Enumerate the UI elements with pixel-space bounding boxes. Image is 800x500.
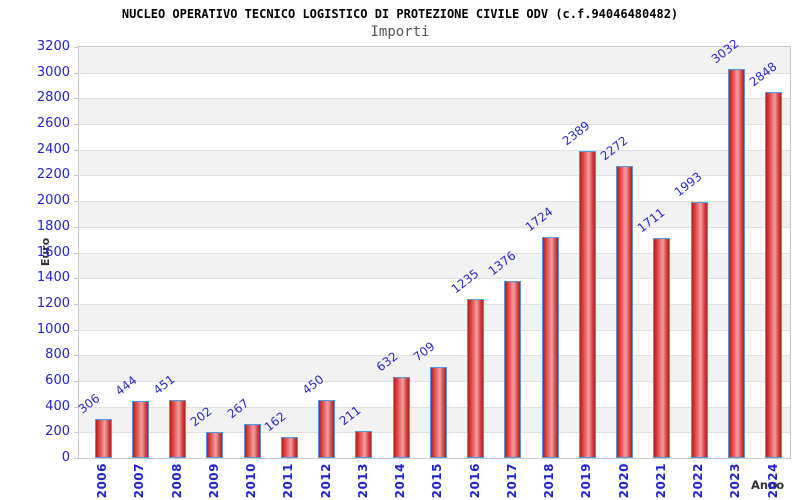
- plot-band: [79, 47, 790, 73]
- bar-2008: [169, 400, 186, 458]
- x-tick-label-2020: 2020: [616, 463, 631, 499]
- bar-2013: [355, 430, 373, 458]
- y-tick-mark: [74, 252, 78, 254]
- y-tick-mark: [74, 98, 78, 100]
- y-tick-mark: [74, 226, 78, 228]
- y-tick-label: 1800: [36, 218, 70, 234]
- gridline: [79, 252, 790, 254]
- y-tick-label: 0: [61, 450, 70, 465]
- bar-2020: [616, 166, 633, 458]
- plot-band: [79, 98, 790, 125]
- plot-band: [79, 201, 790, 227]
- chart-title: NUCLEO OPERATIVO TECNICO LOGISTICO DI PR…: [121, 7, 679, 21]
- gridline: [79, 149, 790, 151]
- bar-2024: [765, 92, 782, 458]
- bar-2019: [578, 151, 596, 458]
- y-tick-label: 2400: [36, 141, 70, 157]
- x-tick-label-2019: 2019: [579, 463, 594, 499]
- y-tick-mark: [74, 175, 78, 177]
- y-tick-mark: [74, 406, 78, 408]
- gridline: [79, 329, 790, 331]
- y-tick-label: 2200: [36, 167, 70, 183]
- bar-2014: [392, 376, 410, 458]
- x-tick-label-2017: 2017: [504, 463, 519, 499]
- x-tick-label-2009: 2009: [206, 463, 221, 499]
- y-tick-label: 1600: [36, 244, 70, 260]
- y-tick-label: 3200: [36, 39, 70, 54]
- x-tick-label-2006: 2006: [95, 463, 109, 499]
- y-tick-label: 1000: [36, 321, 70, 337]
- x-tick-label-2013: 2013: [355, 463, 370, 499]
- bar-2006: [94, 418, 112, 458]
- y-tick-mark: [74, 458, 78, 459]
- x-tick-label-2011: 2011: [281, 463, 296, 499]
- x-tick-label-2021: 2021: [653, 463, 668, 499]
- bar-2023: [727, 68, 745, 458]
- y-tick-mark: [74, 303, 78, 305]
- y-tick-label: 2000: [36, 193, 70, 209]
- x-axis-title: Anno: [751, 478, 785, 492]
- gridline: [79, 278, 790, 280]
- gridline: [79, 98, 790, 100]
- gridline: [79, 303, 790, 305]
- x-tick-label-2014: 2014: [393, 463, 407, 499]
- plot-band: [79, 252, 790, 279]
- bar-2007: [131, 400, 149, 458]
- x-tick-label-2023: 2023: [728, 463, 743, 499]
- bar-2018: [541, 236, 559, 458]
- y-tick-label: 400: [45, 398, 70, 414]
- bar-2015: [429, 366, 447, 458]
- y-tick-mark: [74, 278, 78, 280]
- bar-2012: [318, 400, 335, 458]
- bar-2011: [280, 437, 298, 458]
- gridline: [79, 72, 790, 74]
- x-tick-label-2012: 2012: [318, 463, 333, 499]
- y-tick-label: 600: [45, 372, 70, 388]
- x-tick-label-2007: 2007: [132, 463, 147, 499]
- y-tick-label: 2600: [36, 116, 70, 132]
- y-tick-mark: [74, 329, 78, 331]
- x-tick-label-2010: 2010: [244, 463, 258, 499]
- y-tick-label: 2800: [36, 90, 70, 106]
- y-tick-mark: [74, 72, 78, 74]
- x-tick-label-2024: 2024: [765, 463, 780, 499]
- gridline: [79, 355, 790, 357]
- y-tick-mark: [74, 355, 78, 357]
- bar-2010: [243, 423, 261, 458]
- y-tick-mark: [74, 432, 78, 434]
- plot-area: 306 444 451 202 267 162 450 211 632 709 1235 1376 17…: [76, 36, 791, 459]
- y-tick-mark: [74, 149, 78, 151]
- y-tick-label: 800: [45, 347, 70, 363]
- y-tick-mark: [74, 47, 78, 48]
- y-tick-mark: [74, 124, 78, 126]
- plot-band: [79, 149, 790, 176]
- gridline: [79, 175, 790, 177]
- plot-band: [79, 303, 790, 330]
- y-tick-mark: [74, 201, 78, 203]
- y-tick-label: 1200: [36, 295, 70, 311]
- x-tick-label-2022: 2022: [691, 463, 705, 499]
- bar-2021: [653, 238, 671, 458]
- chart-subtitle: Importi: [370, 24, 430, 40]
- bar-2022: [690, 202, 708, 458]
- bar-2009: [206, 432, 224, 458]
- y-tick-label: 3000: [36, 64, 70, 80]
- x-tick-label-2016: 2016: [467, 463, 482, 499]
- y-tick-label: 1400: [36, 270, 70, 286]
- bar-2016: [467, 299, 484, 458]
- gridline: [79, 226, 790, 228]
- bar-2017: [504, 281, 522, 458]
- gridline: [79, 124, 790, 126]
- x-tick-label-2008: 2008: [169, 463, 184, 499]
- gridline: [79, 201, 790, 203]
- x-tick-label-2018: 2018: [542, 463, 556, 499]
- y-tick-label: 200: [45, 424, 70, 440]
- y-tick-mark: [74, 380, 78, 382]
- x-tick-label-2015: 2015: [430, 463, 445, 499]
